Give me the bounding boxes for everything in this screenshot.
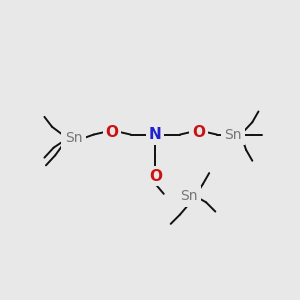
Text: Sn: Sn bbox=[224, 128, 242, 142]
Text: Sn: Sn bbox=[65, 131, 82, 146]
Text: Sn: Sn bbox=[180, 189, 198, 203]
Text: O: O bbox=[106, 125, 119, 140]
Text: N: N bbox=[149, 127, 162, 142]
Text: O: O bbox=[149, 169, 162, 184]
Text: O: O bbox=[192, 125, 205, 140]
